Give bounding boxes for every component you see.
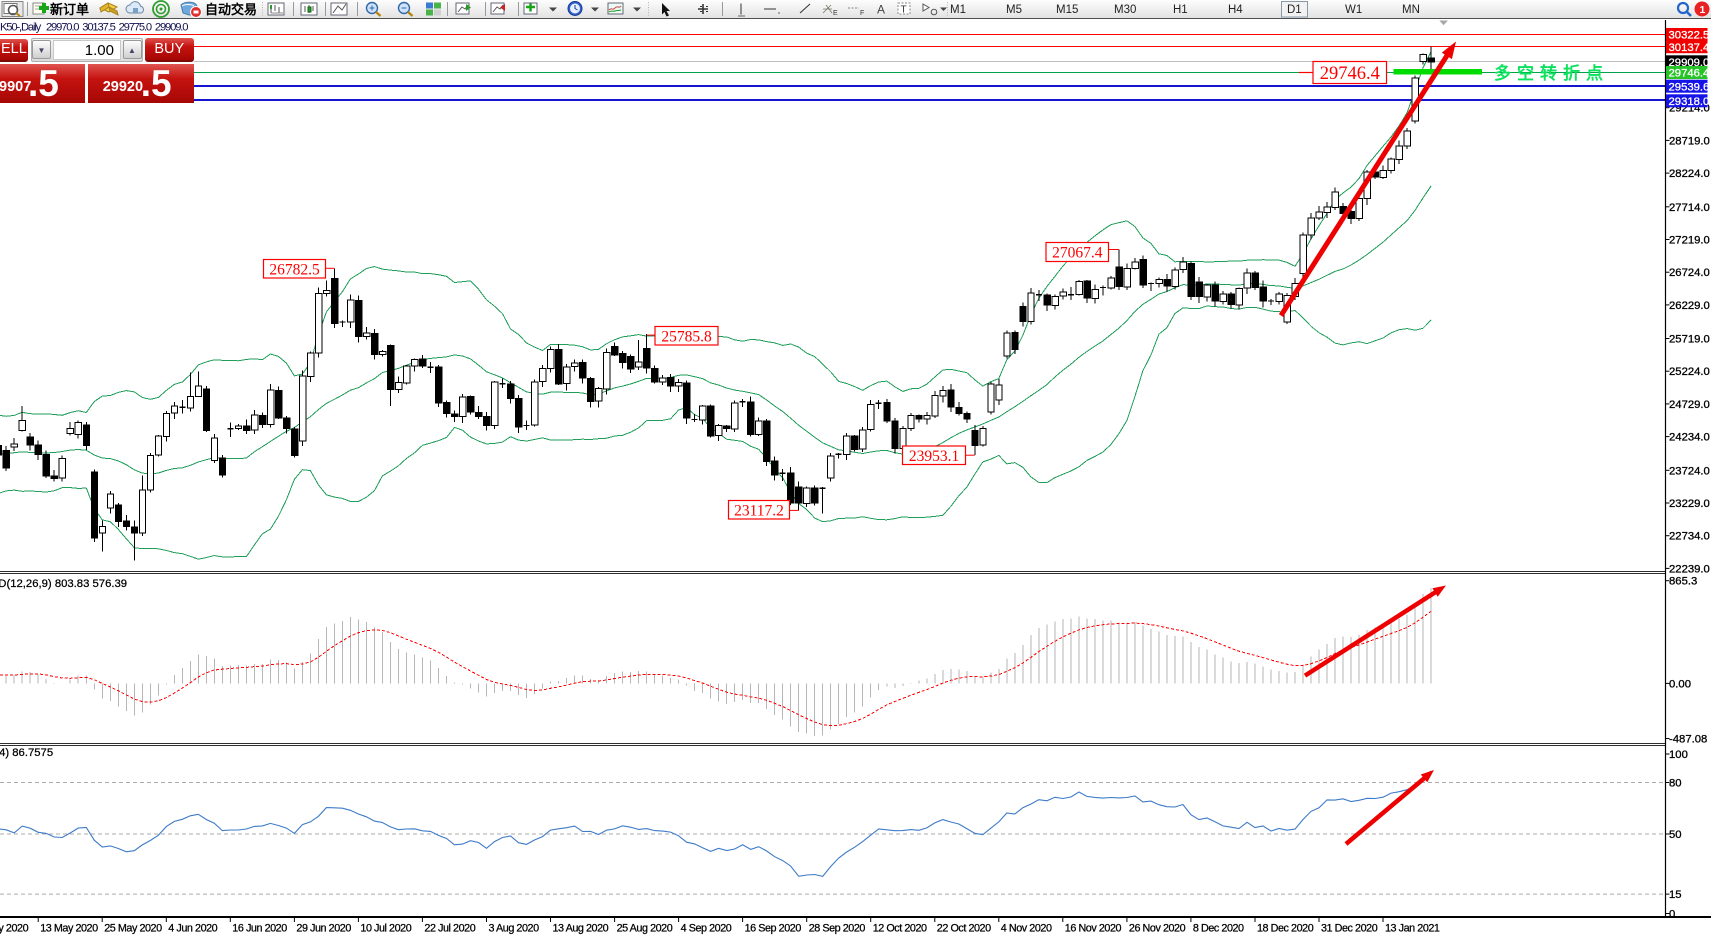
svg-text:25 May 2020: 25 May 2020 xyxy=(104,923,162,935)
svg-text:100: 100 xyxy=(1669,749,1688,761)
svg-text:新订单: 新订单 xyxy=(50,2,89,17)
svg-text:50: 50 xyxy=(1669,829,1682,841)
svg-text:80: 80 xyxy=(1669,778,1682,790)
svg-text:A: A xyxy=(877,3,885,17)
svg-text:0: 0 xyxy=(1669,909,1675,921)
svg-text:24729.0: 24729.0 xyxy=(1669,399,1710,411)
svg-text:3 Aug 2020: 3 Aug 2020 xyxy=(489,923,540,935)
svg-text:29746.4: 29746.4 xyxy=(1320,64,1380,84)
svg-text:13 Aug 2020: 13 Aug 2020 xyxy=(553,923,609,935)
svg-text:RSI(14) 86.7575: RSI(14) 86.7575 xyxy=(0,747,53,759)
svg-text:29539.6: 29539.6 xyxy=(1669,81,1710,93)
svg-text:0.00: 0.00 xyxy=(1669,678,1691,690)
svg-text:M1: M1 xyxy=(950,4,966,16)
svg-text:多空转折点: 多空转折点 xyxy=(1494,63,1609,83)
svg-text:29746.4: 29746.4 xyxy=(1669,68,1710,80)
svg-text:28224.0: 28224.0 xyxy=(1669,168,1710,180)
svg-text:29318.0: 29318.0 xyxy=(1669,96,1710,108)
svg-text:W1: W1 xyxy=(1345,4,1362,16)
svg-text:MACD(12,26,9) 803.83 576.39: MACD(12,26,9) 803.83 576.39 xyxy=(0,578,127,590)
svg-text:H4: H4 xyxy=(1228,4,1243,16)
svg-text:16 Jun 2020: 16 Jun 2020 xyxy=(232,923,287,935)
svg-text:16 Sep 2020: 16 Sep 2020 xyxy=(745,923,802,935)
svg-text:26724.0: 26724.0 xyxy=(1669,267,1710,279)
svg-text:MN: MN xyxy=(1402,4,1420,16)
svg-text:4 May 2020: 4 May 2020 xyxy=(0,923,29,935)
svg-text:M15: M15 xyxy=(1056,4,1078,16)
svg-text:4 Sep 2020: 4 Sep 2020 xyxy=(681,923,732,935)
svg-text:25224.0: 25224.0 xyxy=(1669,366,1710,378)
svg-text:25 Aug 2020: 25 Aug 2020 xyxy=(617,923,673,935)
svg-text:22734.0: 22734.0 xyxy=(1669,531,1710,543)
svg-text:M30: M30 xyxy=(1114,4,1136,16)
svg-text:23953.1: 23953.1 xyxy=(909,448,959,465)
svg-text:4 Nov 2020: 4 Nov 2020 xyxy=(1001,923,1052,935)
svg-text:13 May 2020: 13 May 2020 xyxy=(40,923,98,935)
svg-text:4 Jun 2020: 4 Jun 2020 xyxy=(168,923,217,935)
svg-text:13 Jan 2021: 13 Jan 2021 xyxy=(1385,923,1440,935)
svg-text:26782.5: 26782.5 xyxy=(269,261,320,278)
svg-text:26229.0: 26229.0 xyxy=(1669,300,1710,312)
svg-text:25785.8: 25785.8 xyxy=(661,328,712,345)
svg-text:-487.08: -487.08 xyxy=(1669,734,1707,746)
svg-text:25719.0: 25719.0 xyxy=(1669,334,1710,346)
svg-text:16 Nov 2020: 16 Nov 2020 xyxy=(1065,923,1122,935)
svg-text:K50-,Daily 29970.0 30137.5: K50-,Daily 29970.0 30137.5 29775.0 29909… xyxy=(0,22,188,34)
svg-text:28719.0: 28719.0 xyxy=(1669,135,1710,147)
svg-text:27714.0: 27714.0 xyxy=(1669,202,1710,214)
svg-text:23229.0: 23229.0 xyxy=(1669,498,1710,510)
svg-text:E: E xyxy=(833,10,838,17)
svg-text:22239.0: 22239.0 xyxy=(1669,563,1710,575)
svg-text:22 Oct 2020: 22 Oct 2020 xyxy=(937,923,991,935)
svg-text:23724.0: 23724.0 xyxy=(1669,465,1710,477)
svg-text:T: T xyxy=(901,5,907,16)
svg-text:22 Jul 2020: 22 Jul 2020 xyxy=(424,923,475,935)
svg-text:27067.4: 27067.4 xyxy=(1052,245,1103,262)
svg-text:F: F xyxy=(860,10,864,17)
svg-text:M5: M5 xyxy=(1006,4,1022,16)
svg-text:30137.4: 30137.4 xyxy=(1669,42,1710,54)
svg-text:18 Dec 2020: 18 Dec 2020 xyxy=(1257,923,1314,935)
svg-text:31 Dec 2020: 31 Dec 2020 xyxy=(1321,923,1378,935)
svg-text:26 Nov 2020: 26 Nov 2020 xyxy=(1129,923,1186,935)
svg-text:23117.2: 23117.2 xyxy=(734,502,784,519)
svg-text:15: 15 xyxy=(1669,889,1682,901)
svg-text:8 Dec 2020: 8 Dec 2020 xyxy=(1193,923,1244,935)
svg-text:28 Sep 2020: 28 Sep 2020 xyxy=(809,923,866,935)
svg-text:865.3: 865.3 xyxy=(1669,576,1697,588)
svg-text:30322.5: 30322.5 xyxy=(1669,30,1710,42)
svg-text:1: 1 xyxy=(1700,4,1706,16)
svg-text:12 Oct 2020: 12 Oct 2020 xyxy=(873,923,927,935)
svg-text:10 Jul 2020: 10 Jul 2020 xyxy=(360,923,411,935)
svg-text:自动交易: 自动交易 xyxy=(205,2,257,17)
svg-text:24234.0: 24234.0 xyxy=(1669,432,1710,444)
svg-text:29 Jun 2020: 29 Jun 2020 xyxy=(296,923,351,935)
svg-text:27219.0: 27219.0 xyxy=(1669,235,1710,247)
svg-text:D1: D1 xyxy=(1287,4,1302,16)
svg-text:H1: H1 xyxy=(1173,4,1188,16)
